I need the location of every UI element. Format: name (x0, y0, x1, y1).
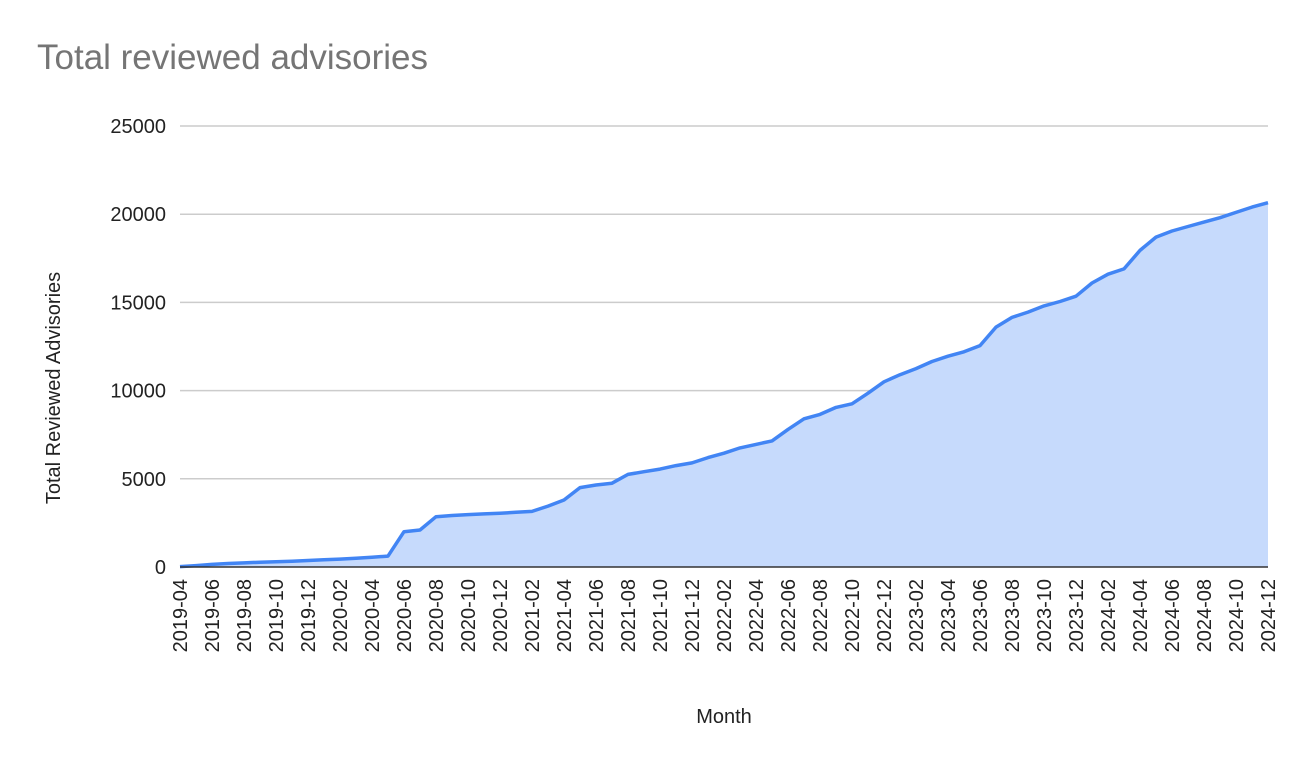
x-tick-label: 2023-04 (938, 579, 960, 652)
x-tick-label: 2022-02 (714, 579, 736, 652)
x-tick-label: 2024-08 (1194, 579, 1216, 652)
x-tick-label: 2020-12 (490, 579, 512, 652)
x-tick-label: 2024-06 (1162, 579, 1184, 652)
x-tick-label: 2023-06 (970, 579, 992, 652)
x-axis-label: Month (696, 706, 752, 728)
x-tick-label: 2020-10 (458, 579, 480, 652)
x-tick-label: 2021-06 (586, 579, 608, 652)
x-tick-label: 2019-06 (202, 579, 224, 652)
x-tick-label: 2021-04 (554, 579, 576, 652)
x-tick-label: 2024-04 (1130, 579, 1152, 652)
x-tick-label: 2019-12 (298, 579, 320, 652)
y-axis-label: Total Reviewed Advisories (43, 272, 65, 504)
y-tick-label: 20000 (110, 204, 166, 226)
y-tick-label: 15000 (110, 292, 166, 314)
x-tick-label: 2022-08 (810, 579, 832, 652)
y-tick-label: 0 (155, 557, 166, 579)
x-tick-label: 2022-10 (842, 579, 864, 652)
data-line (179, 201, 1269, 569)
x-tick-label: 2021-02 (522, 579, 544, 652)
x-tick-label: 2023-08 (1002, 579, 1024, 652)
y-axis-ticks: 0 5000 10000 15000 20000 25000 (110, 116, 166, 579)
x-tick-label: 2024-12 (1258, 579, 1280, 652)
x-tick-label: 2020-06 (394, 579, 416, 652)
x-tick-label: 2019-10 (266, 579, 288, 652)
x-tick-label: 2024-10 (1226, 579, 1248, 652)
x-tick-label: 2023-12 (1066, 579, 1088, 652)
x-tick-label: 2020-04 (362, 579, 384, 652)
y-tick-label: 5000 (122, 469, 167, 491)
area-fill (180, 202, 1268, 567)
x-tick-label: 2021-08 (618, 579, 640, 652)
x-tick-label: 2022-06 (778, 579, 800, 652)
x-axis-ticks: 2019-04 2019-06 2019-08 2019-10 2019-12 2020-… (170, 579, 1280, 652)
y-tick-label: 10000 (110, 381, 166, 403)
x-tick-label: 2022-04 (746, 579, 768, 652)
chart-title: Total reviewed advisories (37, 38, 429, 77)
x-tick-label: 2020-08 (426, 579, 448, 652)
x-tick-label: 2021-12 (682, 579, 704, 652)
y-tick-label: 25000 (110, 116, 166, 138)
x-tick-label: 2020-02 (330, 579, 352, 652)
x-tick-label: 2021-10 (650, 579, 672, 652)
x-tick-label: 2019-04 (170, 579, 192, 652)
x-tick-label: 2024-02 (1098, 579, 1120, 652)
x-tick-label: 2023-02 (906, 579, 928, 652)
x-tick-label: 2022-12 (874, 579, 896, 652)
x-tick-label: 2019-08 (234, 579, 256, 652)
x-tick-label: 2023-10 (1034, 579, 1056, 652)
